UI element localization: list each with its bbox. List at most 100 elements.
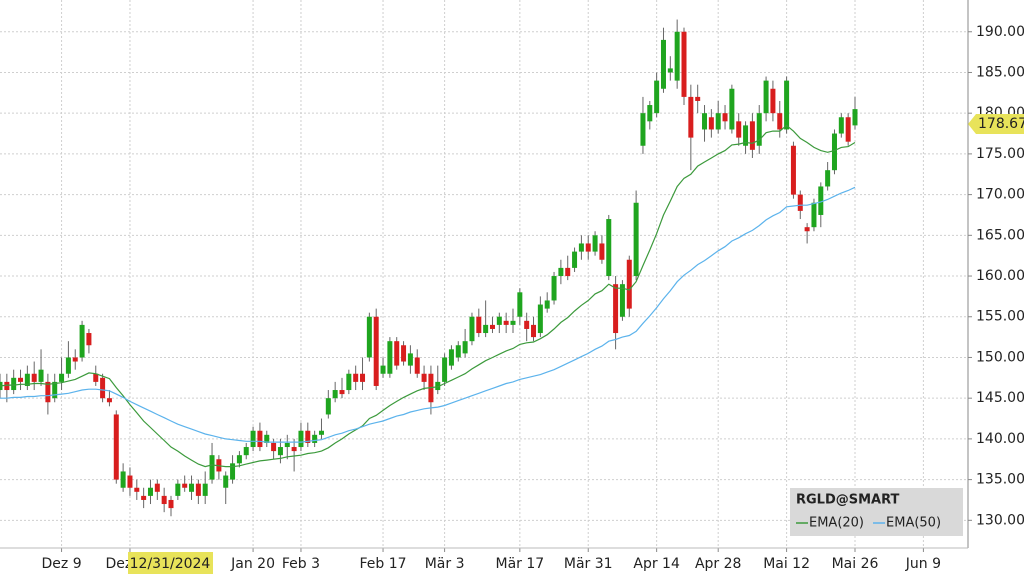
candle-body: [736, 121, 742, 138]
y-tick-label: 185.00: [976, 64, 1024, 80]
candle-body: [496, 316, 502, 325]
candle-body: [715, 113, 721, 130]
candle-body: [264, 434, 270, 443]
candle-body: [332, 390, 338, 399]
candle-body: [387, 341, 393, 374]
ema-line: [0, 124, 856, 468]
candle-body: [838, 117, 844, 134]
candle-body: [702, 113, 708, 130]
candle-body: [743, 125, 749, 146]
candle-body: [394, 341, 400, 366]
candle-body: [24, 373, 30, 386]
y-tick-label: 130.00: [976, 512, 1024, 528]
candle-body: [825, 170, 831, 187]
candle-body: [168, 499, 174, 509]
candle-body: [243, 447, 249, 456]
candle-body: [469, 316, 475, 342]
candle-body: [537, 304, 543, 334]
candle-body: [654, 80, 660, 114]
candle-body: [770, 88, 776, 114]
candle-body: [688, 96, 694, 138]
candle-body: [695, 96, 701, 101]
candle-body: [141, 495, 147, 500]
y-tick-label: 135.00: [976, 472, 1024, 488]
candle-body: [277, 447, 283, 456]
candle-body: [708, 117, 714, 130]
x-tick-label: Mär 17: [495, 556, 544, 572]
candle-body: [106, 398, 112, 403]
candle-body: [93, 373, 99, 382]
candle-body: [223, 475, 229, 488]
candle-body: [100, 377, 106, 399]
candle-body: [729, 88, 735, 130]
candle-body: [455, 345, 461, 358]
candle-body: [544, 300, 550, 309]
candle-body: [852, 109, 858, 126]
candle-body: [59, 373, 65, 382]
candle-body: [291, 447, 297, 452]
candle-body: [483, 324, 489, 334]
candle-body: [11, 377, 17, 391]
candle-body: [681, 31, 687, 97]
candle-body: [811, 202, 817, 228]
candle-body: [674, 31, 680, 81]
candle-body: [572, 251, 578, 268]
candle-body: [578, 243, 584, 252]
x-tick-label: Jun 9: [905, 556, 941, 572]
candle-body: [318, 430, 324, 435]
candle-body: [407, 353, 413, 366]
candle-body: [52, 381, 58, 399]
candle-body: [284, 442, 290, 448]
ema-line: [0, 186, 856, 443]
candle-body: [722, 113, 728, 122]
y-tick-label: 155.00: [976, 309, 1024, 325]
x-tick-label: Mai 12: [763, 556, 810, 572]
candle-body: [448, 349, 454, 366]
x-tick-label: Dez 9: [42, 556, 82, 572]
candle-body: [462, 341, 468, 354]
candle-body: [236, 455, 242, 464]
candle-body: [435, 381, 441, 391]
candle-body: [45, 381, 51, 403]
crosshair-tag: 12/31/2024: [128, 552, 213, 574]
candle-body: [230, 463, 236, 480]
candle-body: [113, 414, 119, 480]
candle-body: [189, 483, 195, 492]
candle-body: [667, 68, 673, 73]
candle-body: [182, 483, 188, 488]
legend: RGLD@SMART EMA(20) EMA(50): [790, 488, 963, 536]
crosshair-label: 12/31/2024: [130, 556, 211, 572]
candle-body: [373, 316, 379, 386]
candle-body: [346, 373, 352, 391]
candle-body: [339, 390, 345, 395]
x-tick-label: Mär 31: [564, 556, 613, 572]
candle-body: [257, 430, 263, 448]
candle-body: [818, 186, 824, 215]
candle-body: [38, 369, 44, 382]
candle-body: [353, 373, 359, 382]
candle-body: [790, 145, 796, 195]
candle-body: [763, 80, 769, 114]
candle-body: [250, 430, 256, 448]
candle-body: [524, 320, 530, 329]
candle-body: [202, 483, 208, 496]
candle-body: [784, 80, 790, 130]
candle-body: [565, 267, 571, 277]
candle-body: [414, 357, 420, 374]
y-tick-label: 175.00: [976, 146, 1024, 162]
legend-label: EMA(20): [809, 516, 864, 531]
legend-label: EMA(50): [886, 516, 941, 531]
candle-body: [312, 434, 318, 443]
y-tick-label: 190.00: [976, 24, 1024, 40]
x-tick-label: Feb 3: [282, 556, 320, 572]
candle-body: [489, 324, 495, 329]
candle-body: [599, 243, 605, 260]
candle-body: [517, 292, 523, 317]
candle-body: [510, 320, 516, 325]
candle-body: [606, 219, 612, 277]
candle-body: [154, 483, 160, 492]
candle-body: [619, 284, 625, 317]
candle-body: [503, 320, 509, 325]
